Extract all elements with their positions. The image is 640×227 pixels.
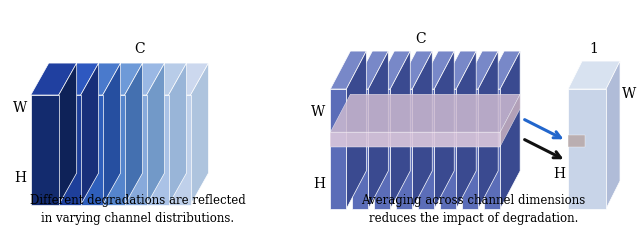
Polygon shape	[147, 64, 164, 205]
Polygon shape	[419, 90, 435, 209]
Text: Averaging across channel dimensions
reduces the impact of degradation.: Averaging across channel dimensions redu…	[361, 193, 586, 224]
Text: W: W	[13, 100, 27, 114]
Polygon shape	[125, 64, 143, 205]
Polygon shape	[97, 96, 125, 205]
Polygon shape	[419, 52, 454, 90]
Polygon shape	[346, 52, 366, 209]
Polygon shape	[456, 52, 476, 209]
Polygon shape	[462, 52, 498, 90]
Polygon shape	[330, 90, 346, 209]
Polygon shape	[59, 64, 77, 205]
Polygon shape	[390, 52, 410, 209]
Polygon shape	[163, 64, 209, 96]
Polygon shape	[478, 52, 498, 209]
Polygon shape	[462, 90, 478, 209]
Polygon shape	[568, 90, 606, 209]
Polygon shape	[484, 90, 500, 209]
Polygon shape	[330, 133, 500, 147]
Text: H: H	[553, 166, 565, 180]
Polygon shape	[374, 90, 390, 209]
Polygon shape	[191, 64, 209, 205]
Polygon shape	[568, 135, 585, 147]
Text: H: H	[314, 176, 325, 190]
Polygon shape	[353, 90, 369, 209]
Polygon shape	[606, 62, 620, 209]
Polygon shape	[52, 96, 81, 205]
Polygon shape	[118, 96, 147, 205]
Polygon shape	[330, 95, 520, 133]
Polygon shape	[330, 52, 366, 90]
Text: Different degradations are reflected
in varying channel distributions.: Different degradations are reflected in …	[29, 193, 246, 224]
Polygon shape	[412, 52, 432, 209]
Polygon shape	[141, 96, 168, 205]
Polygon shape	[374, 52, 410, 90]
Text: 1: 1	[589, 42, 598, 56]
Polygon shape	[396, 52, 432, 90]
Polygon shape	[500, 95, 520, 147]
Polygon shape	[484, 52, 520, 90]
Polygon shape	[102, 64, 120, 205]
Polygon shape	[353, 52, 388, 90]
Text: C: C	[134, 42, 145, 56]
Text: W: W	[622, 87, 636, 101]
Polygon shape	[440, 90, 456, 209]
Polygon shape	[75, 64, 120, 96]
Text: H: H	[15, 171, 27, 185]
Polygon shape	[81, 64, 99, 205]
Polygon shape	[168, 64, 186, 205]
Polygon shape	[440, 52, 476, 90]
Polygon shape	[31, 96, 59, 205]
Polygon shape	[369, 52, 388, 209]
Polygon shape	[396, 90, 412, 209]
Polygon shape	[31, 64, 77, 96]
Polygon shape	[435, 52, 454, 209]
Polygon shape	[52, 64, 99, 96]
Polygon shape	[500, 52, 520, 209]
Text: W: W	[311, 104, 325, 118]
Polygon shape	[141, 64, 186, 96]
Polygon shape	[118, 64, 164, 96]
Text: C: C	[415, 32, 426, 46]
Polygon shape	[568, 62, 620, 90]
Polygon shape	[163, 96, 191, 205]
Polygon shape	[97, 64, 143, 96]
Polygon shape	[75, 96, 102, 205]
